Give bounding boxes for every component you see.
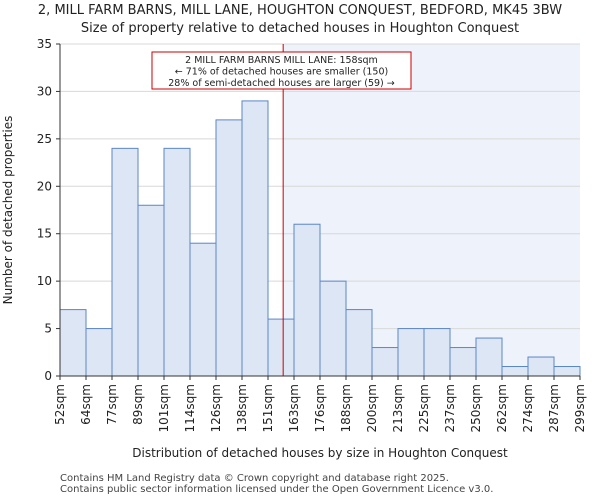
footer-line-2: Contains public sector information licen… <box>60 484 494 495</box>
bar-176sqm <box>319 280 347 377</box>
annotation-line-2: ← 71% of detached houses are smaller (15… <box>175 67 388 78</box>
y-tick-label: 15 <box>37 227 52 241</box>
bar-126sqm <box>215 119 243 377</box>
annotation-line-3: 28% of semi-detached houses are larger (… <box>168 78 395 89</box>
bar-52sqm <box>59 309 87 377</box>
y-tick-label: 25 <box>37 132 52 146</box>
bar-213sqm <box>397 328 425 377</box>
x-tick-label: 138sqm <box>235 384 249 432</box>
bar-287sqm <box>553 366 581 377</box>
x-tick-label: 299sqm <box>573 384 587 432</box>
x-tick-label: 225sqm <box>417 384 431 432</box>
footer-line-1: Contains HM Land Registry data © Crown c… <box>60 473 449 484</box>
annotation-line-1: 2 MILL FARM BARNS MILL LANE: 158sqm <box>185 55 378 66</box>
bar-114sqm <box>189 242 217 377</box>
bar-151sqm <box>267 318 295 377</box>
bar-101sqm <box>163 147 191 377</box>
x-tick-label: 114sqm <box>183 384 197 432</box>
x-tick-label: 250sqm <box>469 384 483 432</box>
bar-200sqm <box>371 347 399 377</box>
x-tick-label: 52sqm <box>53 384 67 425</box>
bar-138sqm <box>241 100 269 377</box>
bar-188sqm <box>345 309 373 377</box>
bar-274sqm <box>527 356 555 377</box>
y-tick-label: 5 <box>44 322 52 336</box>
bar-89sqm <box>137 204 165 377</box>
x-tick-label: 262sqm <box>495 384 509 432</box>
x-tick-label: 200sqm <box>365 384 379 432</box>
x-tick-label: 274sqm <box>521 384 535 432</box>
x-tick-label: 176sqm <box>313 384 327 432</box>
x-tick-label: 213sqm <box>391 384 405 432</box>
bar-250sqm <box>475 337 503 377</box>
x-tick-label: 163sqm <box>287 384 301 432</box>
bar-77sqm <box>111 147 139 377</box>
annotation-box <box>151 51 412 90</box>
y-tick-label: 35 <box>37 37 52 51</box>
y-tick-label: 20 <box>37 179 52 193</box>
x-tick-label: 64sqm <box>79 384 93 425</box>
bar-64sqm <box>85 328 113 377</box>
chart-title: 2, MILL FARM BARNS, MILL LANE, HOUGHTON … <box>37 3 563 18</box>
bar-262sqm <box>501 366 529 377</box>
x-axis-title: Distribution of detached houses by size … <box>132 446 508 460</box>
x-tick-label: 188sqm <box>339 384 353 432</box>
x-tick-label: 287sqm <box>547 384 561 432</box>
bar-237sqm <box>449 347 477 377</box>
y-axis-title: Number of detached properties <box>1 116 15 305</box>
bar-225sqm <box>423 328 451 377</box>
x-tick-label: 101sqm <box>157 384 171 432</box>
bar-163sqm <box>293 223 321 377</box>
x-tick-label: 151sqm <box>261 384 275 432</box>
x-tick-label: 237sqm <box>443 384 457 432</box>
x-tick-label: 77sqm <box>105 384 119 425</box>
x-tick-label: 89sqm <box>131 384 145 425</box>
chart-subtitle: Size of property relative to detached ho… <box>80 21 520 36</box>
x-tick-label: 126sqm <box>209 384 223 432</box>
y-tick-label: 30 <box>37 84 52 98</box>
y-tick-label: 0 <box>44 369 52 383</box>
y-tick-label: 10 <box>37 274 52 288</box>
